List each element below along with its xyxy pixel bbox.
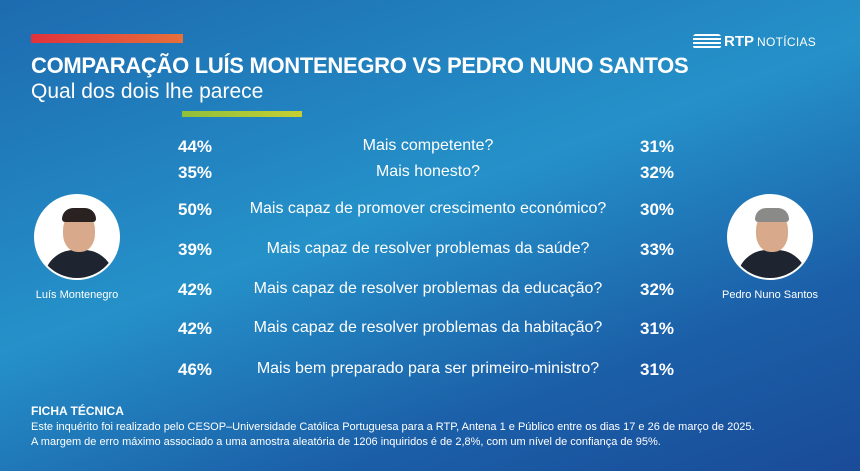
page-subtitle: Qual dos dois lhe parece <box>31 80 264 103</box>
avatar-luis-montenegro <box>34 194 120 280</box>
comparison-row: 50% Mais capaz de promover crescimento ec… <box>0 200 860 224</box>
left-percent: 46% <box>177 360 213 379</box>
comparison-row: 42% Mais capaz de resolver problemas da e… <box>0 280 860 304</box>
right-percent: 32% <box>639 280 675 299</box>
left-percent: 39% <box>177 240 213 259</box>
question-text: Mais capaz de resolver problemas da habi… <box>253 319 603 336</box>
question-text: Mais capaz de resolver problemas da educ… <box>253 280 603 297</box>
accent-bar-red <box>31 34 183 43</box>
question-text: Mais competente? <box>362 137 494 154</box>
accent-bar-green <box>182 111 302 117</box>
comparison-row: 46% Mais bem preparado para ser primeiro-… <box>0 360 860 384</box>
right-percent: 31% <box>639 137 675 156</box>
comparison-row: 39% Mais capaz de resolver problemas da s… <box>0 240 860 264</box>
right-percent: 31% <box>639 319 675 338</box>
ficha-tecnica: FICHA TÉCNICA Este inquérito foi realiza… <box>31 404 755 450</box>
rtp-noticias-logo: RTP NOTÍCIAS <box>693 33 816 50</box>
left-percent: 44% <box>177 137 213 156</box>
question-text: Mais honesto? <box>375 163 481 180</box>
comparison-row: 42% Mais capaz de resolver problemas da h… <box>0 319 860 343</box>
left-percent: 50% <box>177 200 213 219</box>
ficha-title: FICHA TÉCNICA <box>31 404 124 418</box>
right-percent: 33% <box>639 240 675 259</box>
right-percent: 31% <box>639 360 675 379</box>
left-percent: 42% <box>177 280 213 299</box>
left-percent: 35% <box>177 163 213 182</box>
page-title: COMPARAÇÃO LUÍS MONTENEGRO VS PEDRO NUNO… <box>31 53 689 78</box>
question-text: Mais capaz de promover crescimento econó… <box>249 200 607 217</box>
question-text: Mais bem preparado para ser primeiro-min… <box>256 360 600 377</box>
candidate-name-left: Luís Montenegro <box>35 289 119 301</box>
logo-rtp-text: RTP <box>724 33 754 50</box>
logo-noticias-text: NOTÍCIAS <box>757 34 817 49</box>
question-text: Mais capaz de resolver problemas da saúd… <box>266 240 590 257</box>
right-percent: 32% <box>639 163 675 182</box>
ficha-line-2: A margem de erro máximo associado a uma … <box>31 436 661 448</box>
ficha-line-1: Este inquérito foi realizado pelo CESOP–… <box>31 421 755 433</box>
comparison-row: 35% Mais honesto? 32% <box>0 163 860 187</box>
right-percent: 30% <box>639 200 675 219</box>
candidate-name-right: Pedro Nuno Santos <box>721 289 818 301</box>
left-percent: 42% <box>177 319 213 338</box>
rtp-logo-icon <box>693 34 721 49</box>
comparison-row: 44% Mais competente? 31% <box>0 137 860 161</box>
avatar-pedro-nuno-santos <box>727 194 813 280</box>
